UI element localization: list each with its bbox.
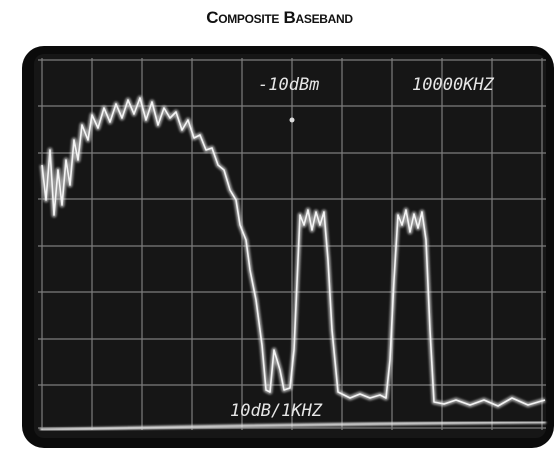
scale-label: 10dB/1KHZ bbox=[230, 401, 323, 421]
reference-level: -10dBm bbox=[258, 75, 319, 95]
page: Composite Baseband -10dBm 10000KHZ 10dB/… bbox=[0, 0, 559, 451]
center-frequency: 10000KHZ bbox=[412, 75, 495, 95]
analyzer-photo: -10dBm 10000KHZ 10dB/1KHZ bbox=[0, 0, 559, 451]
marker-dot bbox=[290, 118, 295, 123]
